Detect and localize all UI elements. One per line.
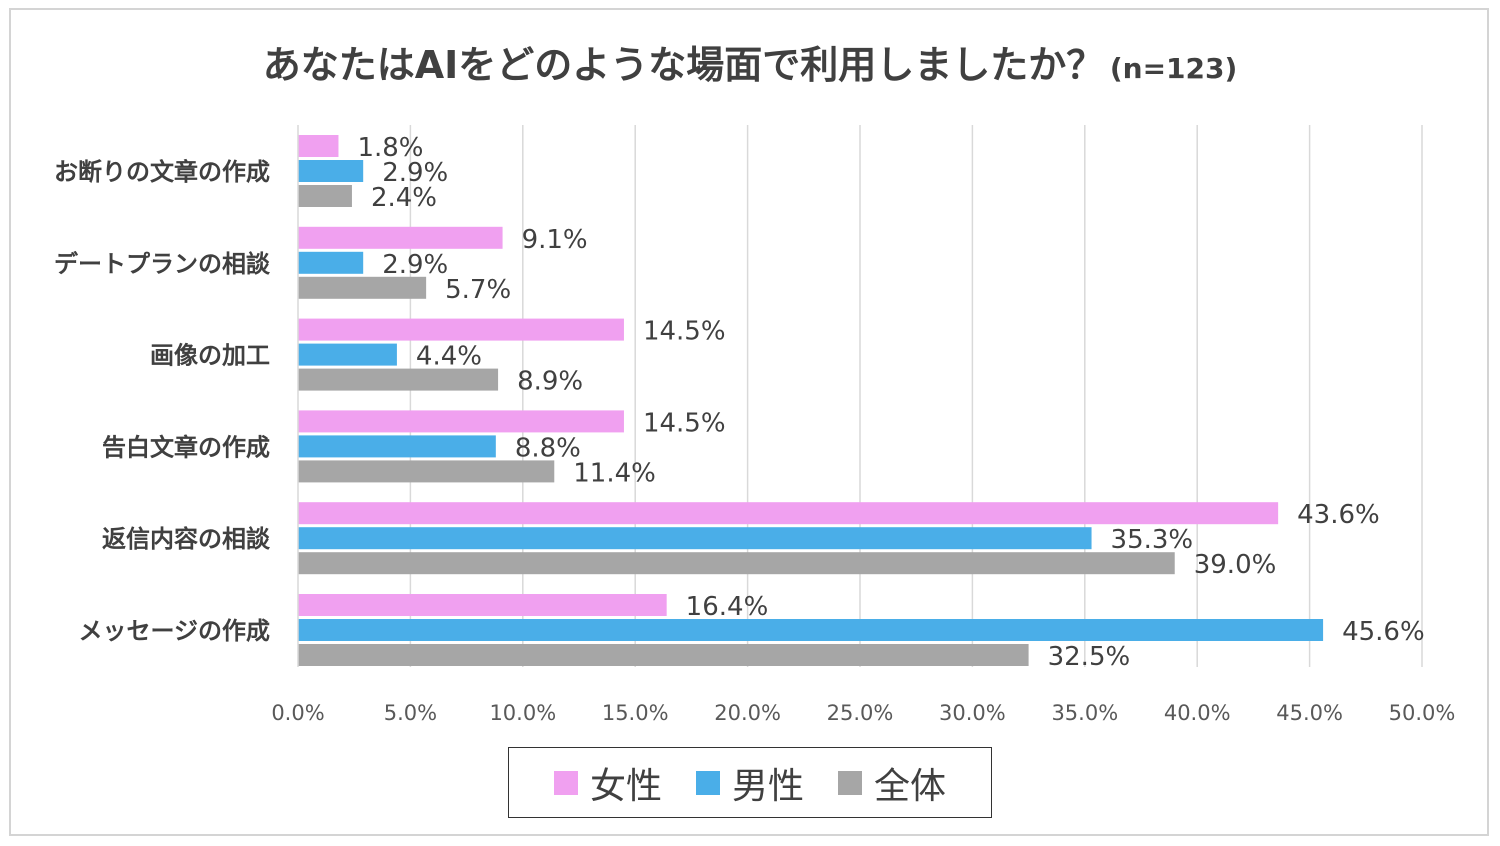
bar (298, 276, 427, 299)
x-tick-label: 0.0% (271, 701, 324, 725)
category-label: 画像の加工 (150, 342, 270, 370)
x-tick-label: 30.0% (939, 701, 1006, 725)
category-label: お断りの文章の作成 (54, 158, 270, 186)
data-label: 2.4% (371, 183, 437, 213)
bar (298, 368, 499, 391)
legend-swatch (553, 770, 578, 795)
data-label: 5.7% (445, 275, 511, 305)
x-tick-label: 45.0% (1276, 701, 1343, 725)
x-tick-label: 40.0% (1164, 701, 1231, 725)
legend-swatch (838, 770, 862, 795)
category-label: メッセージの作成 (78, 617, 270, 645)
data-label: 4.4% (416, 342, 482, 372)
bar (298, 527, 1092, 550)
bar (298, 502, 1279, 525)
legend-label: 全体 (874, 765, 947, 807)
bar (298, 343, 397, 366)
data-label: 8.8% (515, 433, 581, 463)
data-label: 35.3% (1111, 525, 1194, 555)
legend-label: 男性 (731, 765, 804, 807)
data-label: 16.4% (686, 592, 769, 622)
bar (298, 226, 503, 249)
data-label: 14.5% (643, 317, 726, 347)
bar (298, 135, 339, 157)
x-tick-label: 50.0% (1389, 701, 1456, 725)
bar (298, 160, 364, 182)
legend-label: 女性 (589, 765, 662, 807)
x-tick-label: 35.0% (1051, 701, 1118, 725)
data-label: 39.0% (1194, 550, 1277, 580)
data-label: 14.5% (643, 408, 726, 438)
data-label: 32.5% (1048, 642, 1131, 672)
category-label: 告白文章の作成 (102, 433, 270, 461)
data-label: 2.9% (382, 250, 448, 280)
legend-item: 全体 (838, 757, 946, 809)
category-label: 返信内容の相談 (102, 525, 271, 553)
legend: 女性 男性 全体 (508, 747, 992, 818)
bar (298, 251, 364, 274)
bar (298, 460, 555, 483)
data-label: 45.6% (1342, 617, 1425, 647)
x-tick-label: 15.0% (602, 701, 669, 725)
bar (298, 410, 624, 433)
category-label: デートプランの相談 (54, 250, 271, 278)
bar (298, 435, 496, 458)
legend-swatch (695, 770, 720, 795)
data-label: 8.9% (517, 367, 583, 397)
bar (298, 644, 1029, 666)
data-label: 43.6% (1297, 500, 1380, 530)
chart-title-block: あなたはAIをどのような場面で利用しましたか？ (n=123) (0, 34, 1500, 89)
legend-item: 女性 (553, 757, 662, 809)
bar (298, 594, 667, 616)
data-label: 1.8% (357, 133, 423, 163)
legend-item: 男性 (695, 757, 804, 809)
bar (298, 318, 624, 341)
x-tick-label: 5.0% (384, 701, 437, 725)
data-label: 11.4% (573, 458, 656, 488)
x-tick-label: 25.0% (827, 701, 894, 725)
bar (298, 185, 352, 207)
chart-frame (9, 8, 1489, 836)
chart-subtitle: (n=123) (1109, 52, 1238, 85)
bar (298, 552, 1175, 575)
data-label: 2.9% (382, 158, 448, 188)
chart-title: あなたはAIをどのような場面で利用しましたか？ (262, 43, 1105, 87)
x-tick-label: 10.0% (489, 701, 556, 725)
x-tick-label: 20.0% (714, 701, 781, 725)
data-label: 9.1% (522, 225, 588, 255)
bar (298, 619, 1324, 641)
